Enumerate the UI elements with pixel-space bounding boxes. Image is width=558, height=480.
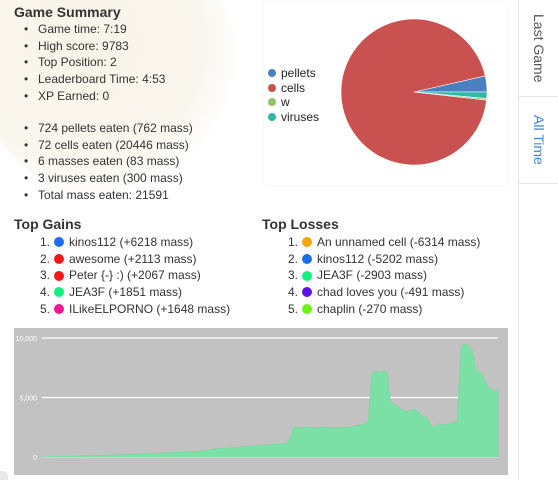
legend-item-cells[interactable]: cells bbox=[268, 81, 319, 96]
gain-item: 3. Peter {-} :) (+2067 mass) bbox=[40, 267, 230, 284]
loss-text: JEA3F (-2903 mass) bbox=[317, 268, 428, 283]
stat-masses-eaten: 6 masses eaten (83 mass) bbox=[24, 153, 193, 170]
stats-panel: Game Summary Game time: 7:19 High score:… bbox=[0, 0, 518, 480]
stat-pellets-eaten: 724 pellets eaten (762 mass) bbox=[24, 120, 193, 137]
gain-text: awesome (+2113 mass) bbox=[69, 251, 197, 266]
legend-swatch bbox=[268, 83, 276, 92]
stat-viruses-eaten: 3 viruses eaten (300 mass) bbox=[24, 170, 193, 187]
loss-item: 5. chaplin (-270 mass) bbox=[288, 301, 480, 318]
rank-number: 2. bbox=[39, 251, 50, 266]
legend-swatch bbox=[268, 98, 276, 107]
player-color-dot bbox=[302, 254, 312, 265]
tab-last-game[interactable]: Last Game bbox=[519, 0, 558, 97]
legend-label: w bbox=[281, 95, 290, 110]
rank-number: 4. bbox=[39, 285, 50, 300]
rank-number: 5. bbox=[287, 301, 298, 316]
game-summary-title: Game Summary bbox=[14, 4, 121, 20]
player-color-dot bbox=[54, 237, 64, 248]
pie-svg bbox=[340, 18, 488, 166]
gain-item: 4. JEA3F (+1851 mass) bbox=[40, 284, 230, 301]
loss-item: 4. chad loves you (-491 mass) bbox=[288, 284, 480, 301]
rank-number: 4. bbox=[287, 285, 298, 300]
gain-text: kinos112 (+6218 mass) bbox=[69, 235, 194, 249]
player-color-dot bbox=[302, 237, 312, 248]
stat-leaderboard-time: Leaderboard Time: 4:53 bbox=[24, 71, 165, 88]
pie-slice-viruses[interactable] bbox=[413, 91, 488, 99]
top-losses-title: Top Losses bbox=[262, 216, 339, 232]
legend-item-w[interactable]: w bbox=[268, 95, 319, 110]
rank-number: 1. bbox=[39, 235, 50, 249]
loss-item: 2. kinos112 (-5202 mass) bbox=[288, 251, 480, 268]
stat-game-time: Game time: 7:19 bbox=[24, 21, 165, 38]
player-color-dot bbox=[54, 254, 64, 265]
tab-all-time-label: All Time bbox=[531, 115, 547, 165]
mass-pie-chart: pellets cells w viruses bbox=[264, 2, 508, 185]
top-losses-list: 1. An unnamed cell (-6314 mass) 2. kinos11… bbox=[288, 234, 481, 318]
loss-text: chaplin (-270 mass) bbox=[317, 301, 423, 316]
stat-high-score: High score: 9783 bbox=[24, 38, 165, 55]
top-gains-list: 1. kinos112 (+6218 mass) 2. awesome (+2113… bbox=[40, 234, 231, 318]
area-chart-svg: 10,000 5,000 0 bbox=[16, 336, 499, 462]
legend-label: pellets bbox=[281, 66, 316, 81]
tab-last-game-label: Last Game bbox=[531, 13, 547, 83]
stat-top-position: Top Position: 2 bbox=[24, 54, 165, 71]
rank-number: 3. bbox=[287, 268, 298, 283]
legend-item-viruses[interactable]: viruses bbox=[268, 110, 319, 125]
rank-number: 2. bbox=[287, 251, 298, 266]
gain-text: JEA3F (+1851 mass) bbox=[69, 285, 183, 300]
legend-swatch bbox=[268, 69, 276, 78]
loss-text: chad loves you (-491 mass) bbox=[317, 285, 465, 300]
top-gains-title: Top Gains bbox=[14, 216, 82, 232]
stat-xp-earned: XP Earned: 0 bbox=[24, 88, 165, 105]
player-color-dot bbox=[302, 287, 312, 298]
player-color-dot bbox=[54, 270, 64, 281]
player-color-dot bbox=[54, 304, 64, 315]
gain-text: Peter {-} :) (+2067 mass) bbox=[69, 268, 201, 283]
view-tabs: Last Game All Time bbox=[518, 0, 558, 480]
game-stats-list: Game time: 7:19 High score: 9783 Top Pos… bbox=[24, 21, 165, 105]
gain-item: 1. kinos112 (+6218 mass) bbox=[40, 234, 230, 251]
pie-legend: pellets cells w viruses bbox=[268, 66, 319, 124]
legend-label: viruses bbox=[281, 109, 320, 124]
loss-text: kinos112 (-5202 mass) bbox=[317, 251, 439, 266]
player-color-dot bbox=[54, 287, 64, 298]
rank-number: 5. bbox=[39, 301, 50, 316]
gain-text: ILikeELPORNO (+1648 mass) bbox=[69, 301, 231, 316]
mass-area-series bbox=[41, 343, 499, 458]
rank-number: 3. bbox=[39, 268, 50, 283]
mass-timeline-chart: 10,000 5,000 0 bbox=[14, 328, 508, 475]
rank-number: 1. bbox=[287, 235, 298, 249]
gain-item: 5. ILikeELPORNO (+1648 mass) bbox=[40, 301, 231, 318]
pie-slice-cells[interactable] bbox=[340, 18, 487, 166]
legend-label: cells bbox=[281, 80, 306, 95]
eaten-stats-list: 724 pellets eaten (762 mass) 72 cells ea… bbox=[24, 120, 193, 204]
player-color-dot bbox=[302, 270, 312, 281]
stat-cells-eaten: 72 cells eaten (20446 mass) bbox=[24, 137, 193, 154]
legend-swatch bbox=[268, 112, 276, 121]
y-tick-label: 5,000 bbox=[19, 396, 37, 403]
legend-item-pellets[interactable]: pellets bbox=[268, 66, 319, 81]
player-color-dot bbox=[302, 304, 312, 315]
loss-item: 1. An unnamed cell (-6314 mass) bbox=[288, 234, 481, 251]
y-tick-label: 10,000 bbox=[16, 336, 38, 343]
loss-item: 3. JEA3F (-2903 mass) bbox=[288, 267, 480, 284]
y-tick-label: 0 bbox=[33, 455, 37, 462]
stat-total-mass-eaten: Total mass eaten: 21591 bbox=[24, 187, 193, 204]
tab-all-time[interactable]: All Time bbox=[519, 97, 558, 184]
loss-text: An unnamed cell (-6314 mass) bbox=[317, 235, 481, 249]
corner-handle bbox=[0, 471, 8, 480]
gain-item: 2. awesome (+2113 mass) bbox=[40, 251, 230, 268]
